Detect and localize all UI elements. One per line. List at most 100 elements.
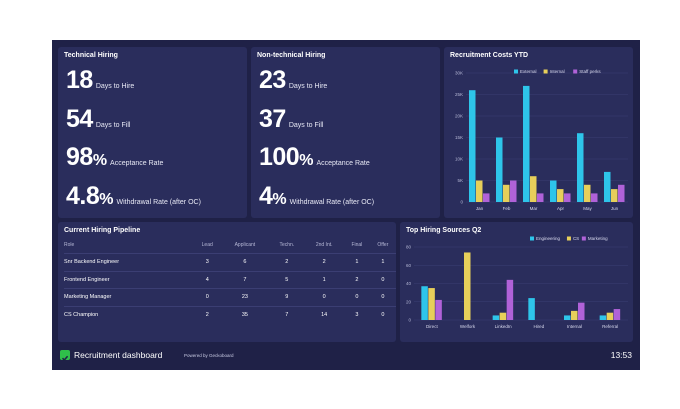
table-cell: 0 — [344, 288, 370, 306]
y-tick-label: 40 — [406, 281, 412, 286]
bar — [584, 184, 591, 202]
clock-time: 13:53 — [610, 350, 632, 360]
metric-days-to-fill: 54 Days to Fill — [66, 105, 130, 134]
metric-suffix: % — [299, 152, 314, 169]
x-tick-label: Apr — [557, 206, 565, 211]
metric-value: 37 — [259, 105, 286, 133]
legend-swatch — [581, 236, 586, 241]
bar — [618, 184, 625, 202]
bar — [503, 184, 510, 202]
table-cell: 0 — [369, 288, 396, 306]
table-cell: 2 — [304, 253, 344, 271]
legend-swatch — [566, 236, 571, 241]
table-cell: 35 — [220, 305, 270, 323]
metric-value: 54 — [66, 105, 93, 133]
table-row: Frontend Engineer 4 7 5 1 2 0 — [64, 270, 396, 289]
bar — [571, 310, 578, 320]
bar — [435, 299, 442, 320]
table-cell: 7 — [220, 270, 270, 289]
pipeline-table: Role Lead Applicant Techn. 2nd Int. Fina… — [64, 242, 396, 323]
table-cell: 2 — [269, 253, 305, 271]
table-header-row: Role Lead Applicant Techn. 2nd Int. Fina… — [64, 242, 396, 254]
recruitment-costs-chart: 0 5K 10K 15K 20K 25K 30K External Internal Staff … — [455, 69, 628, 211]
bar — [564, 315, 571, 320]
table-cell: 7 — [269, 305, 305, 323]
bar — [496, 137, 503, 202]
y-tick-label: 20K — [455, 114, 463, 119]
x-tick-label: Jun — [611, 206, 619, 211]
legend-swatch — [573, 69, 578, 74]
geckoboard-logo-icon — [60, 350, 70, 362]
hiring-sources-panel: Top Hiring Sources Q2 0 20 40 60 80 Engineeri… — [400, 222, 633, 342]
metric-value: 4 — [259, 182, 273, 210]
panel-title: Top Hiring Sources Q2 — [406, 227, 482, 234]
bar — [606, 312, 614, 320]
x-tick-label: Direct — [426, 324, 439, 329]
x-tick-label: May — [583, 206, 592, 211]
column-header: Lead — [201, 242, 213, 248]
table-cell: 0 — [194, 288, 221, 306]
table-cell: 9 — [269, 288, 305, 306]
column-header: 2nd Int. — [315, 242, 333, 248]
metric-days-to-hire: 23 Days to Hire — [259, 66, 327, 95]
column-header: Techn. — [279, 242, 295, 248]
metric-label: Days to Hire — [95, 83, 135, 90]
bar — [537, 193, 544, 202]
table-cell: Frontend Engineer — [64, 270, 194, 289]
x-tick-label: Internal — [567, 324, 582, 329]
y-tick-label: 25K — [455, 92, 463, 97]
y-tick-label: 0 — [408, 318, 411, 323]
metric-value: 98 — [66, 143, 93, 171]
y-tick-label: 10K — [455, 157, 463, 162]
table-cell: 3 — [194, 253, 221, 271]
bar — [499, 312, 507, 320]
metric-acceptance-rate: 98% Acceptance Rate — [66, 143, 163, 172]
table-row: Marketing Manager 0 23 9 0 0 0 — [64, 288, 396, 306]
metric-value: 100 — [259, 143, 300, 171]
non-technical-hiring-panel: Non-technical Hiring 23 Days to Hire 37 Da… — [251, 47, 440, 218]
table-cell: 3 — [344, 305, 370, 323]
bar — [604, 171, 611, 202]
bar — [428, 288, 435, 320]
metric-value: 23 — [259, 66, 286, 94]
x-tick-label: Mar — [530, 206, 538, 211]
bar — [492, 315, 500, 320]
legend-label: Staff perks — [579, 69, 601, 74]
table-cell: 0 — [304, 288, 344, 306]
table-cell: 23 — [220, 288, 270, 306]
bar — [464, 252, 471, 320]
legend-swatch — [543, 69, 548, 74]
panel-title: Technical Hiring — [64, 52, 118, 59]
bar — [599, 315, 607, 320]
table-cell: 1 — [369, 253, 396, 271]
powered-by-label: Powered by Geckoboard — [184, 353, 234, 358]
metric-suffix: % — [272, 191, 287, 208]
column-header: Offer — [377, 242, 389, 248]
bar — [528, 298, 535, 320]
y-tick-label: 30K — [455, 71, 463, 76]
x-tick-label: Hired — [533, 324, 544, 329]
metric-suffix: % — [92, 152, 108, 169]
bar — [611, 189, 618, 202]
bar — [530, 176, 537, 202]
y-tick-label: 5K — [457, 178, 463, 183]
x-tick-label: LinkedIn — [495, 324, 513, 329]
bar — [578, 302, 585, 320]
dashboard-title: Recruitment dashboard — [74, 350, 163, 360]
table-cell: 4 — [194, 270, 221, 289]
bar — [510, 180, 517, 202]
table-cell: 6 — [220, 253, 270, 271]
bar — [577, 133, 584, 202]
bar — [523, 85, 530, 202]
panel-title: Recruitment Costs YTD — [450, 52, 529, 59]
table-cell: Marketing Manager — [64, 288, 194, 306]
table-cell: 5 — [269, 270, 305, 289]
x-tick-label: Feb — [503, 206, 511, 211]
legend-label: CS — [573, 236, 579, 241]
column-header: Role — [64, 242, 75, 248]
hiring-sources-chart: 0 20 40 60 80 Engineering CS Marketing Direct Wel… — [406, 236, 628, 329]
column-header: Applicant — [234, 242, 256, 248]
table-cell: 0 — [369, 270, 396, 289]
metric-days-to-fill: 37 Days to Fill — [259, 105, 323, 134]
bar — [476, 180, 483, 202]
